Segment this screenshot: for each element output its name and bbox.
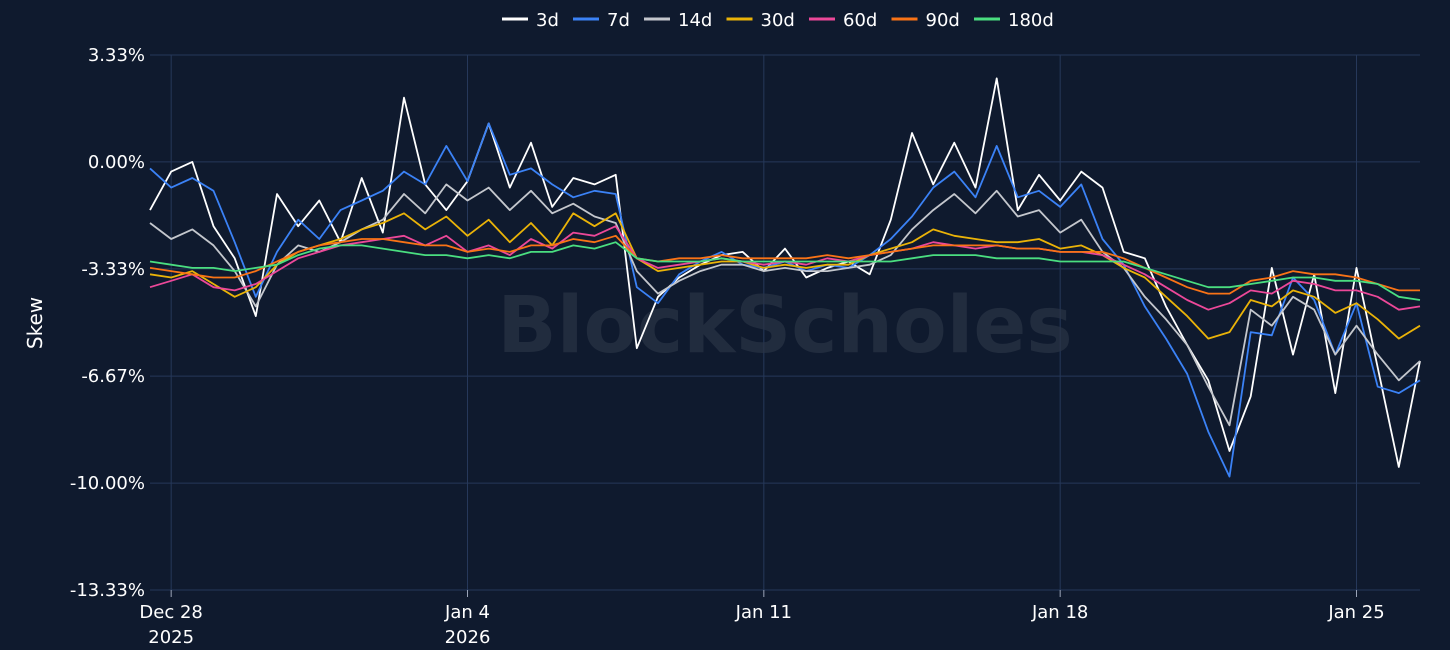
x-tick-sublabel: 2026	[445, 627, 491, 648]
legend-item-3d[interactable]: 3d	[502, 10, 559, 31]
x-tick-label: Jan 18	[1031, 602, 1088, 623]
legend-item-14d[interactable]: 14d	[644, 10, 712, 31]
watermark-text: BlockScholes	[497, 281, 1072, 371]
series-line-30d	[149, 212, 1421, 340]
series-line-180d	[149, 241, 1421, 301]
x-tick-label: Dec 28	[139, 602, 202, 623]
legend-item-180d[interactable]: 180d	[974, 10, 1054, 31]
x-tick-label: Jan 4	[444, 602, 490, 623]
x-tick-label: Jan 11	[735, 602, 792, 623]
legend-label: 3d	[536, 10, 559, 31]
series-line-90d	[149, 234, 1420, 295]
legend: 3d 7d 14d 30d 60d 90d 180d	[502, 10, 1054, 31]
x-axis: Dec 28 2025 Jan 4 2026 Jan 11 Jan 18 Jan 25	[139, 590, 1385, 648]
y-tick-label: -10.00%	[70, 473, 145, 494]
legend-label: 7d	[607, 10, 630, 31]
series-line-3d	[149, 77, 1421, 468]
x-tick-label: Jan 25	[1327, 602, 1384, 623]
legend-label: 180d	[1008, 10, 1054, 31]
legend-label: 14d	[678, 10, 712, 31]
y-axis-title: Skew	[23, 297, 47, 349]
y-tick-label: 3.33%	[88, 45, 145, 66]
grid-lines	[150, 54, 1420, 591]
y-tick-label: 0.00%	[88, 152, 145, 173]
legend-item-60d[interactable]: 60d	[809, 10, 877, 31]
x-tick-sublabel: 2025	[148, 627, 194, 648]
series-lines	[149, 77, 1421, 478]
legend-label: 90d	[926, 10, 960, 31]
legend-label: 30d	[761, 10, 795, 31]
legend-item-90d[interactable]: 90d	[891, 10, 960, 31]
legend-item-7d[interactable]: 7d	[573, 10, 630, 31]
y-tick-label: -6.67%	[81, 366, 145, 387]
y-tick-label: -13.33%	[70, 580, 145, 601]
legend-item-30d[interactable]: 30d	[726, 10, 795, 31]
y-tick-label: -3.33%	[81, 259, 145, 280]
legend-label: 60d	[843, 10, 877, 31]
y-axis: 3.33% 0.00% -3.33% -6.67% -10.00% -13.33%	[70, 45, 145, 601]
